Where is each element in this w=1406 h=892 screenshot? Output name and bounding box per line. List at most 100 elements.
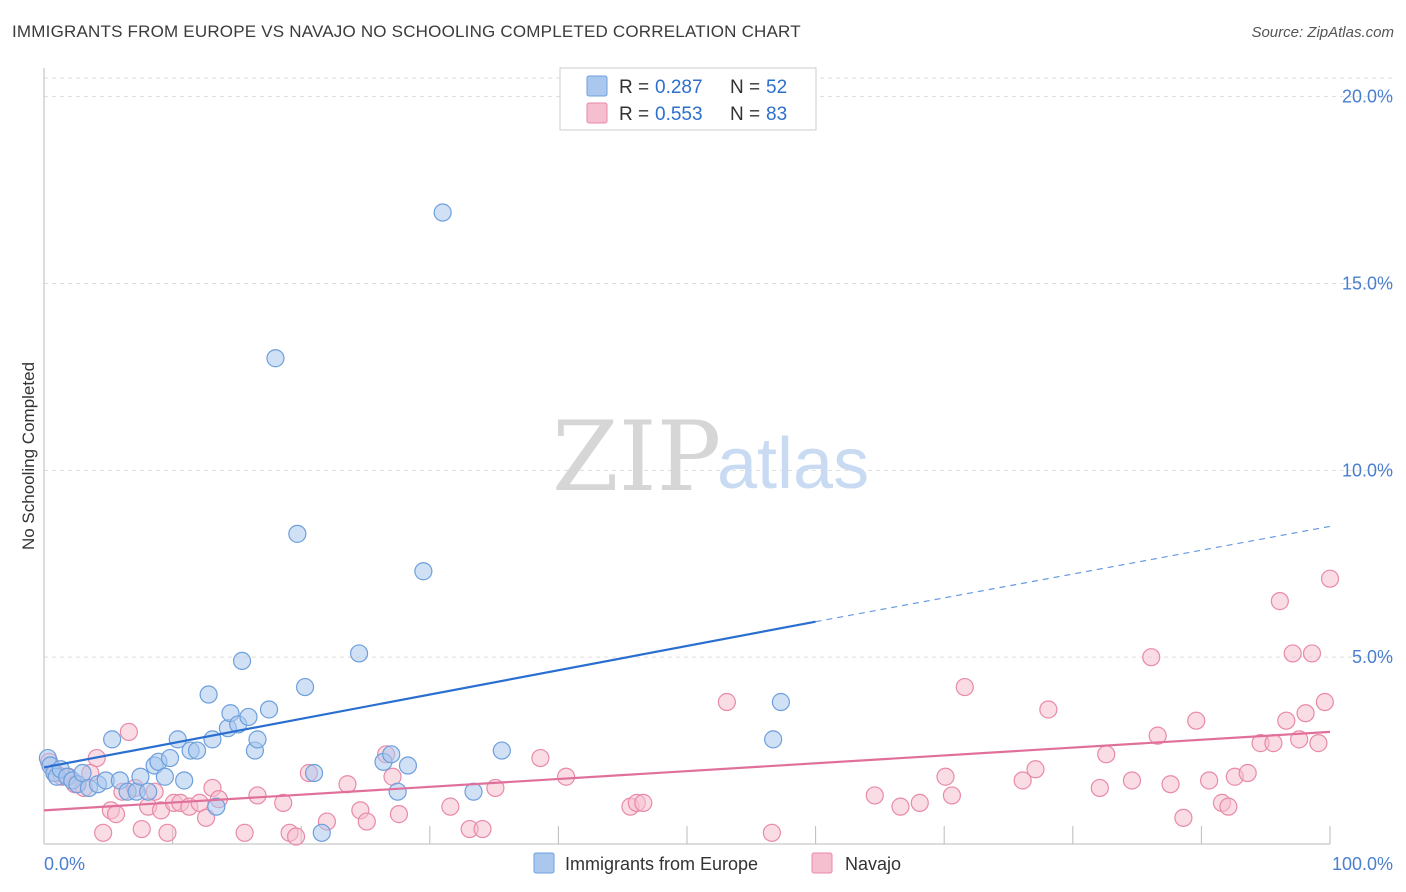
bottom-legend-swatch-europe [533,852,555,874]
legend-n-label-navajo: N = [730,104,760,125]
navajo-point-38 [389,805,409,824]
legend-n-value-europe: 52 [766,77,787,98]
europe-point-23 [175,771,194,790]
navajo-point-67 [1200,771,1219,790]
navajo-point-58 [1039,700,1058,719]
navajo-point-73 [1264,734,1283,753]
navajo-point-76 [1283,644,1302,663]
navajo-point-62 [1148,726,1167,745]
navajo-point-82 [1320,569,1340,588]
navajo-point-23 [196,808,216,827]
navajo-point-35 [357,812,376,831]
navajo-point-81 [1315,692,1334,712]
navajo-point-33 [338,775,357,794]
navajo-point-51 [891,797,910,816]
europe-point-41 [312,823,331,842]
europe-point-49 [464,782,483,801]
navajo-point-50 [865,786,884,805]
navajo-point-74 [1270,592,1289,611]
watermark-zip: ZIP [552,401,721,513]
x-tick-label-min: 0.0% [44,854,85,874]
navajo-point-54 [936,767,955,786]
navajo-point-55 [955,677,974,697]
europe-point-38 [288,524,307,543]
navajo-point-8 [94,823,113,842]
navajo-point-66 [1187,711,1206,730]
navajo-point-39 [441,797,460,816]
watermark-atlas: atlas [717,424,869,504]
x-tick-labels: 0.0% 100.0% [44,854,1393,874]
europe-point-45 [388,782,407,801]
europe-point-47 [414,562,433,581]
legend-n-value-navajo: 83 [766,104,787,125]
navajo-point-43 [531,748,550,768]
navajo-point-75 [1277,711,1296,730]
y-tick-label-5: 5.0% [1352,647,1393,667]
europe-point-12 [103,730,122,749]
navajo-point-14 [132,819,151,839]
europe-point-33 [239,707,258,727]
watermark: ZIP atlas [552,401,869,513]
navajo-point-80 [1309,734,1328,753]
chart-title: IMMIGRANTS FROM EUROPE VS NAVAJO NO SCHO… [12,22,801,41]
europe-point-36 [259,700,279,719]
navajo-point-27 [248,786,267,805]
y-axis-label: No Schooling Completed [19,362,38,550]
y-tick-label-10: 10.0% [1342,460,1393,480]
navajo-point-78 [1296,704,1315,723]
europe-point-44 [382,745,401,764]
europe-point-40 [304,763,324,783]
navajo-point-59 [1090,778,1109,798]
y-tick-label-15: 15.0% [1342,274,1393,294]
europe-point-35 [248,730,267,749]
navajo-point-56 [1013,771,1032,790]
europe-point-52 [771,692,790,712]
navajo-point-61 [1122,771,1142,790]
europe-point-8 [73,763,92,783]
navajo-point-18 [158,823,177,842]
europe-point-17 [139,782,158,801]
europe-point-16 [131,767,150,786]
navajo-point-30 [286,827,306,846]
legend-r-value-navajo: 0.553 [655,104,703,125]
bottom-legend-label-europe: Immigrants from Europe [565,854,758,874]
navajo-point-12 [119,722,138,742]
europe-point-20 [155,767,174,786]
legend-swatch-europe [586,75,608,97]
legend-r-value-europe: 0.287 [655,77,703,98]
europe-trend-extension [815,525,1331,623]
bottom-legend-label-navajo: Navajo [845,854,901,874]
navajo-point-48 [717,692,736,712]
bottom-legend-swatch-navajo [811,852,833,874]
navajo-point-65 [1174,808,1193,827]
navajo-point-28 [274,793,293,812]
x-tick-label-max: 100.0% [1332,854,1393,874]
stats-legend: R = 0.287 N = 52 R = 0.553 N = 83 [559,67,817,131]
navajo-point-71 [1238,763,1257,783]
navajo-trend-line [43,730,1331,812]
europe-points [38,203,790,842]
series-legend: Immigrants from Europe Navajo [533,852,901,874]
navajo-point-63 [1142,648,1161,667]
legend-r-label-navajo: R = [619,104,649,125]
europe-point-32 [232,651,252,671]
trend-lines [43,525,1331,812]
source-credit: Source: ZipAtlas.com [1251,24,1394,41]
navajo-point-69 [1219,797,1238,816]
navajo-point-41 [473,819,492,839]
europe-point-51 [764,730,783,749]
navajo-point-26 [235,823,254,842]
europe-point-39 [295,677,315,697]
y-tick-labels: 5.0% 10.0% 15.0% 20.0% [1342,87,1393,667]
europe-point-28 [207,797,226,816]
navajo-point-52 [910,793,929,812]
europe-point-21 [160,748,180,768]
navajo-point-79 [1302,644,1322,663]
navajo-point-60 [1097,745,1116,764]
legend-swatch-navajo [586,102,608,124]
navajo-point-44 [557,767,576,786]
europe-point-46 [398,756,418,775]
navajo-point-57 [1026,760,1045,779]
europe-point-25 [187,741,207,760]
